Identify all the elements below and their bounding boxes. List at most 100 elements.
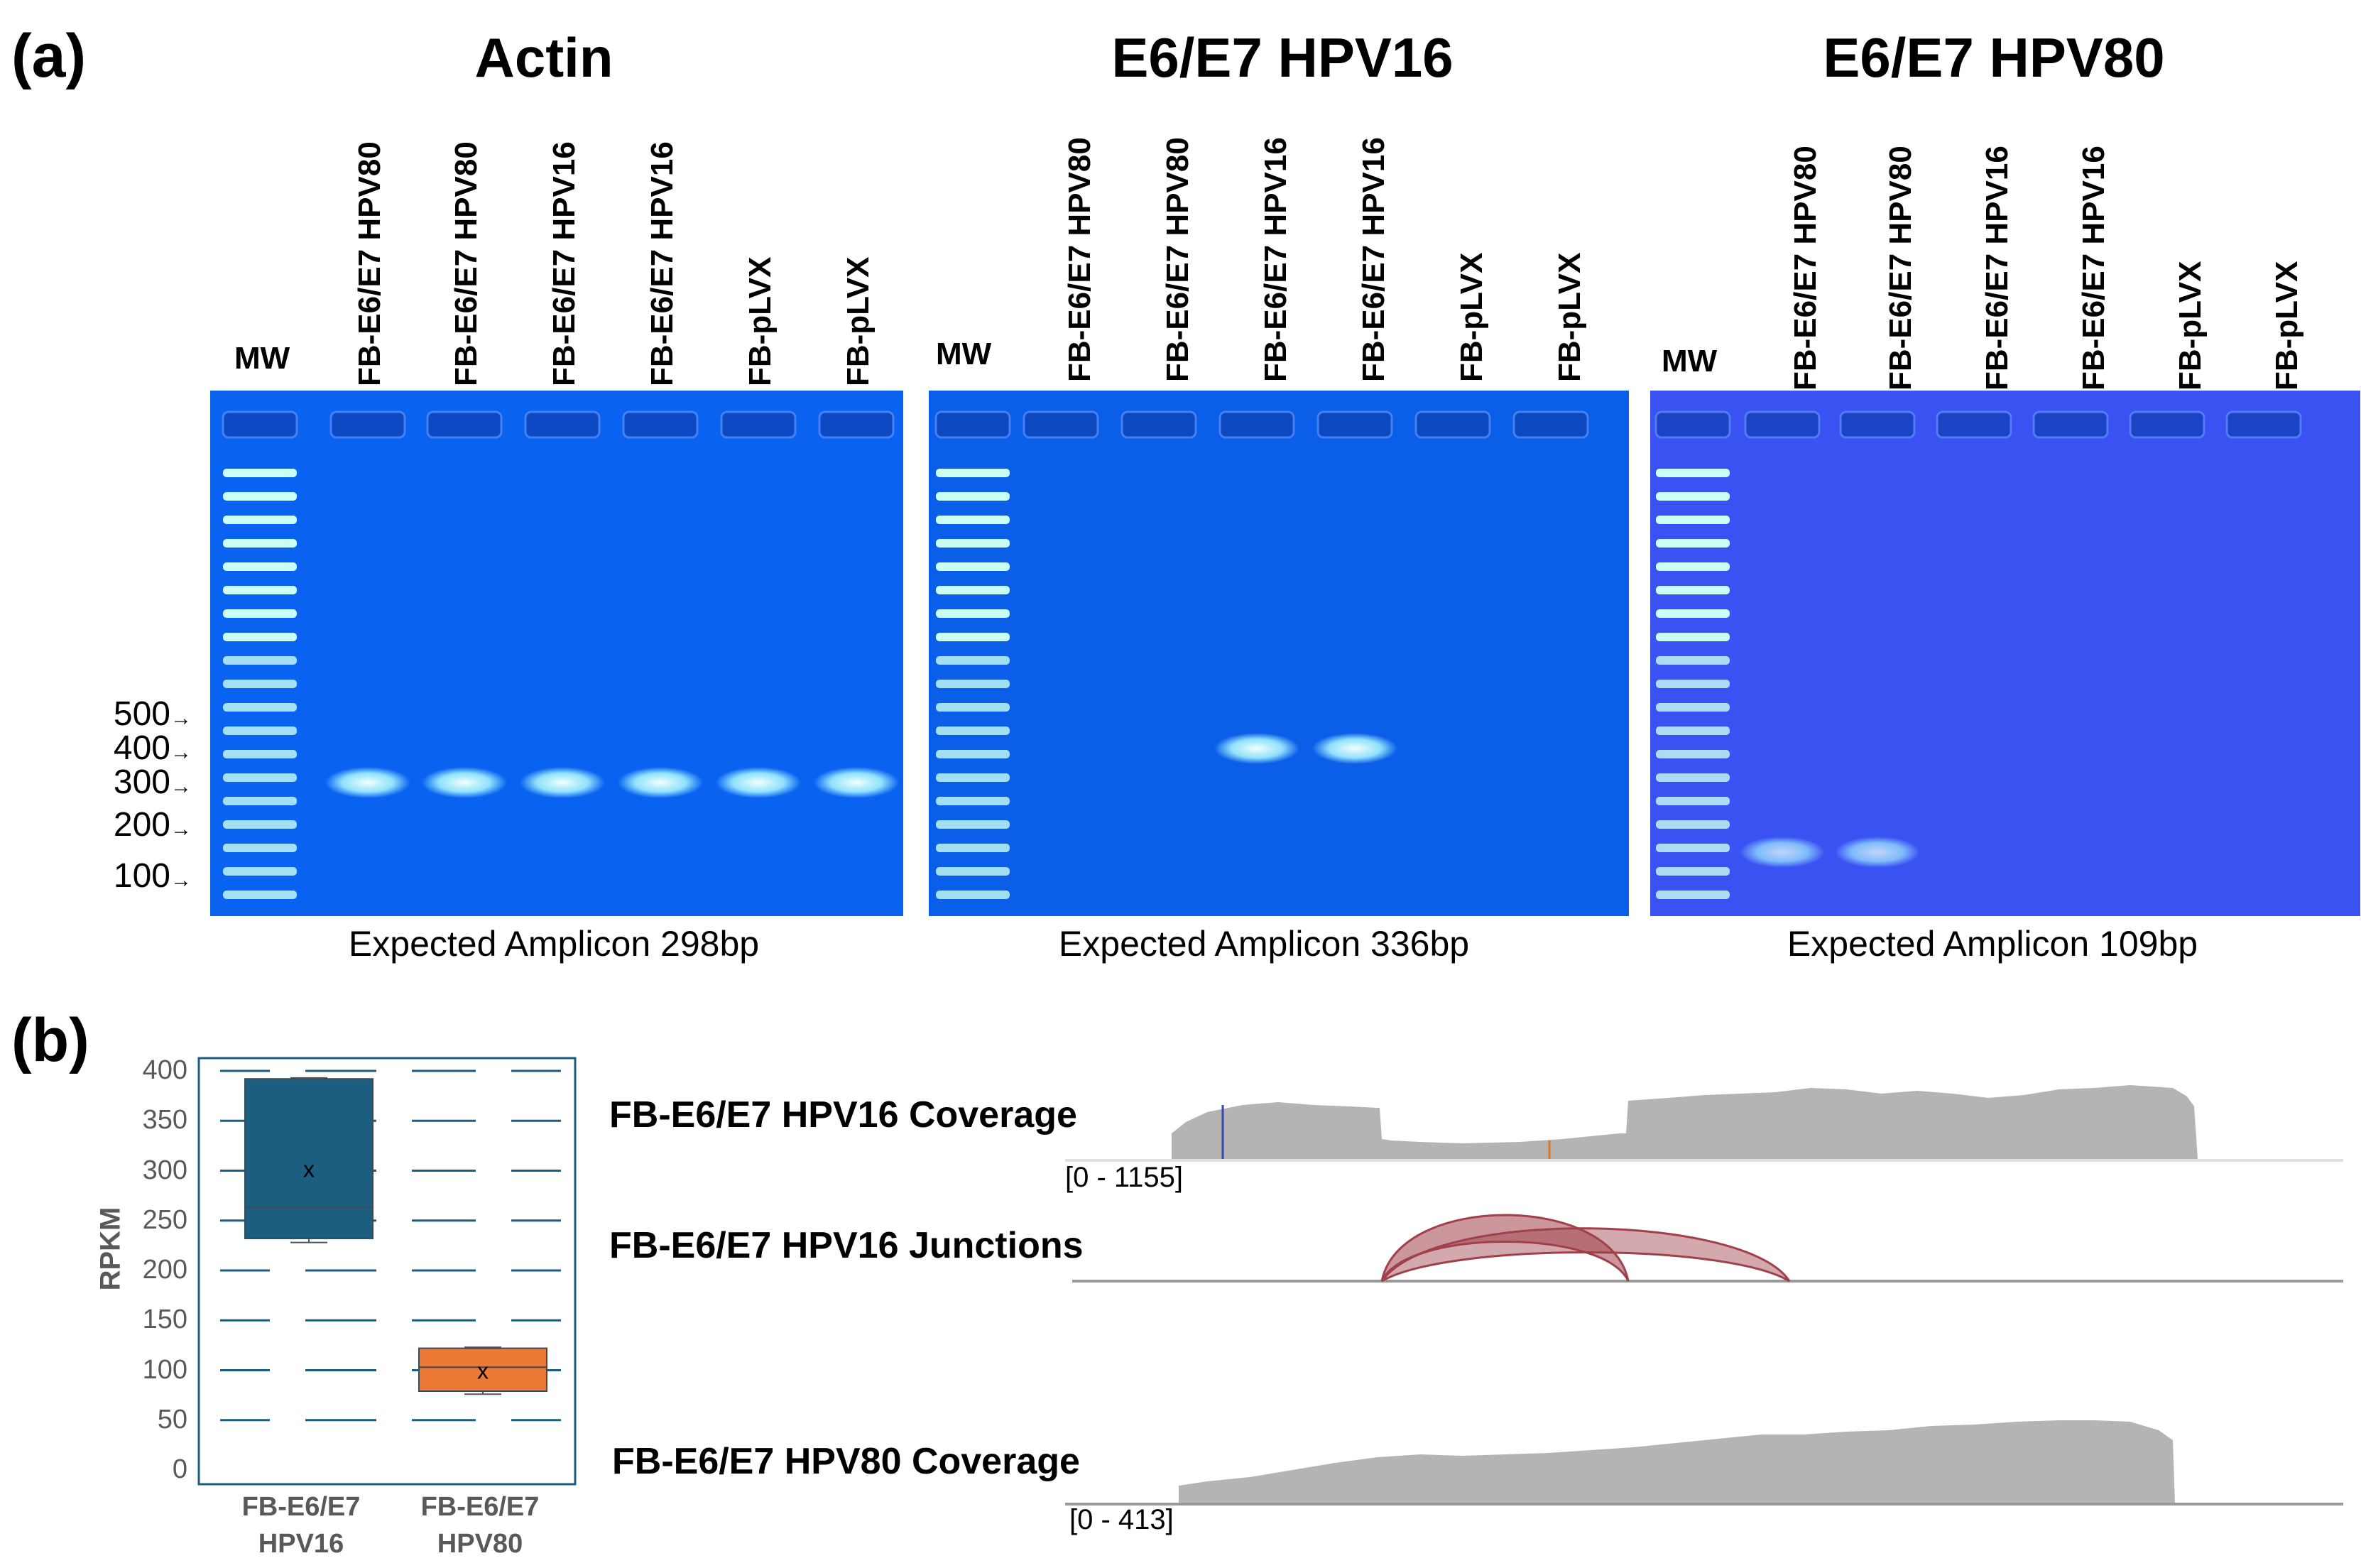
- ladder-band: [223, 703, 297, 712]
- boxplot-ytick: 250: [142, 1204, 187, 1235]
- lane-label: FB-E6/E7 HPV16: [2076, 146, 2111, 391]
- boxplot-ytick: 300: [142, 1155, 187, 1185]
- lane-label: FB-E6/E7 HPV16: [1980, 146, 2014, 391]
- size-marker-300: 300→: [113, 763, 192, 801]
- gel-well: [524, 410, 601, 439]
- gel-well: [622, 410, 699, 439]
- ladder-band: [936, 773, 1010, 782]
- gel-well: [1023, 410, 1099, 439]
- size-marker-400: 400→: [113, 729, 192, 767]
- size-marker-100: 100→: [113, 857, 192, 895]
- ladder-band: [223, 773, 297, 782]
- panel-a-letter: (a): [11, 22, 87, 90]
- ladder-band: [1656, 726, 1730, 735]
- hpv80-coverage-label: FB-E6/E7 HPV80 Coverage: [612, 1441, 1080, 1482]
- ladder-band: [223, 609, 297, 618]
- hpv80-coverage-track: [1179, 1420, 2175, 1503]
- lane-label: FB-E6/E7 HPV16: [1258, 137, 1293, 382]
- ladder-band: [936, 680, 1010, 688]
- sample-band: [422, 767, 507, 798]
- ladder-band: [1656, 703, 1730, 712]
- ladder-band: [936, 656, 1010, 665]
- ladder-band: [1656, 820, 1730, 829]
- lane-label: FB-E6/E7 HPV16: [547, 141, 582, 386]
- ladder-band: [223, 820, 297, 829]
- lane-label: FB-pLVX: [743, 256, 778, 387]
- ladder-band: [223, 516, 297, 524]
- ladder-band: [1656, 680, 1730, 688]
- sample-band: [1214, 733, 1299, 764]
- gel-well: [1744, 410, 1821, 439]
- gel-title-actin: Actin: [474, 26, 614, 89]
- ladder-band: [1656, 797, 1730, 805]
- ladder-band: [223, 539, 297, 548]
- ladder-band: [1656, 656, 1730, 665]
- ladder-band: [1656, 586, 1730, 594]
- ladder-band: [223, 797, 297, 805]
- sample-band: [1312, 733, 1397, 764]
- boxplot-ytick: 350: [142, 1105, 187, 1136]
- amplicon-caption-hpv80: Expected Amplicon 109bp: [1787, 924, 2198, 964]
- lane-label: FB-E6/E7 HPV16: [1356, 137, 1391, 382]
- boxplot-ytick: 150: [142, 1305, 187, 1335]
- ladder-band: [1656, 539, 1730, 548]
- gel-well: [1512, 410, 1589, 439]
- ladder-band: [936, 562, 1010, 571]
- size-marker-200: 200→: [113, 806, 192, 844]
- ladder-band: [1656, 492, 1730, 501]
- size-marker-500: 500→: [113, 695, 192, 733]
- box-iqr: [244, 1078, 373, 1240]
- boxplot-ytick: 400: [142, 1055, 187, 1085]
- ladder-band: [936, 750, 1010, 758]
- gel-background: [929, 391, 1629, 916]
- ladder-band: [223, 469, 297, 477]
- gel-well: [1654, 410, 1731, 439]
- ladder-band: [936, 586, 1010, 594]
- splice-junction-arc: [1380, 1214, 1630, 1282]
- ladder-band: [223, 891, 297, 899]
- ladder-band: [936, 891, 1010, 899]
- ladder-band: [223, 586, 297, 594]
- ladder-band: [1656, 562, 1730, 571]
- gel-well: [818, 410, 895, 439]
- gel-image-hpv80: [1650, 391, 2360, 916]
- boxplot-category-hpv16: FB-E6/E7 HPV16: [241, 1492, 361, 1559]
- amplicon-caption-hpv16: Expected Amplicon 336bp: [1058, 924, 1470, 964]
- ladder-band: [936, 492, 1010, 501]
- lane-label: FB-E6/E7 HPV80: [449, 141, 484, 386]
- lane-label: FB-pLVX: [1454, 252, 1489, 383]
- sample-band: [716, 767, 801, 798]
- ladder-band: [223, 844, 297, 852]
- ladder-band: [936, 844, 1010, 852]
- hpv16-coverage-range: [0 - 1155]: [1065, 1162, 1184, 1193]
- box-mean-marker: x: [477, 1359, 489, 1384]
- ladder-band: [1656, 609, 1730, 618]
- gel-image-hpv16: [929, 391, 1629, 916]
- gel-background: [1650, 391, 2360, 916]
- hpv80-coverage-range: [0 - 413]: [1069, 1504, 1174, 1535]
- gel-well: [1218, 410, 1295, 439]
- hpv16-coverage-track: [1172, 1085, 2198, 1159]
- gel-image-actin: [210, 391, 903, 916]
- box-iqr: [418, 1347, 547, 1393]
- ladder-band: [936, 516, 1010, 524]
- hpv16-junctions-label: FB-E6/E7 HPV16 Junctions: [609, 1225, 1084, 1266]
- gel-title-hpv16: E6/E7 HPV16: [1111, 26, 1454, 89]
- ladder-band: [936, 469, 1010, 477]
- ladder-band: [223, 726, 297, 735]
- gel-background: [210, 391, 903, 916]
- mw-label-hpv16: MW: [936, 337, 992, 371]
- sample-band: [1740, 837, 1825, 868]
- sample-band: [1835, 837, 1920, 868]
- gel-well: [720, 410, 797, 439]
- lane-label: FB-E6/E7 HPV80: [1062, 137, 1097, 382]
- ladder-band: [1656, 867, 1730, 876]
- gel-well: [2032, 410, 2109, 439]
- lane-label: FB-pLVX: [841, 256, 876, 387]
- ladder-band: [1656, 516, 1730, 524]
- amplicon-caption-actin: Expected Amplicon 298bp: [348, 924, 760, 964]
- boxplot-frame: [197, 1057, 577, 1486]
- splice-junction-arc: [1380, 1227, 1791, 1283]
- ladder-band: [223, 633, 297, 641]
